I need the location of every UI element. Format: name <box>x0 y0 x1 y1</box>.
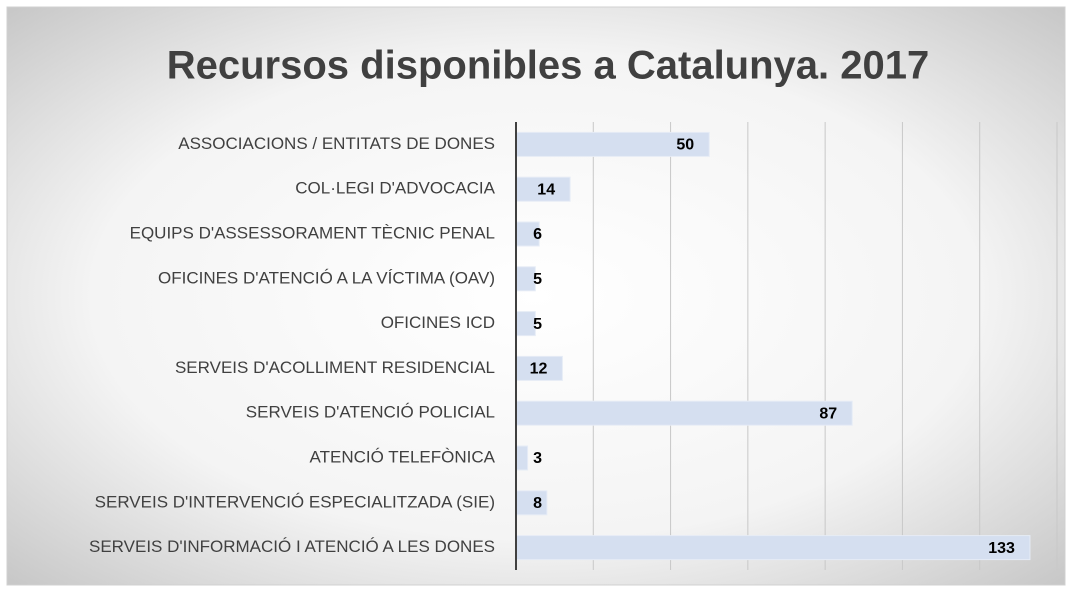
chart-title: Recursos disponibles a Catalunya. 2017 <box>167 44 930 88</box>
y-tick-label: ATENCIÓ TELEFÒNICA <box>310 447 496 466</box>
data-label: 5 <box>533 271 542 288</box>
data-label: 14 <box>537 181 555 198</box>
y-tick-label: SERVEIS D'ATENCIÓ POLICIAL <box>246 403 495 422</box>
data-label: 12 <box>530 361 548 378</box>
chart-background <box>6 6 1066 586</box>
bar <box>515 400 853 426</box>
y-tick-label: SERVEIS D'ACOLLIMENT RESIDENCIAL <box>175 358 495 377</box>
bar <box>515 535 1031 561</box>
y-tick-label: SERVEIS D'INFORMACIÓ I ATENCIÓ A LES DON… <box>89 537 495 556</box>
y-tick-label: ASSOCIACIONS / ENTITATS DE DONES <box>178 134 495 153</box>
bar <box>515 176 571 202</box>
bar <box>515 355 563 381</box>
data-label: 8 <box>533 495 542 512</box>
data-label: 6 <box>533 226 542 243</box>
bar <box>515 131 710 157</box>
y-tick-label: OFICINES ICD <box>381 313 495 332</box>
y-tick-label: OFICINES D'ATENCIÓ A LA VÍCTIMA (OAV) <box>158 268 495 287</box>
y-tick-label: COL·LEGI D'ADVOCACIA <box>295 179 495 198</box>
y-tick-label: EQUIPS D'ASSESSORAMENT TÈCNIC PENAL <box>130 223 495 242</box>
bar <box>515 445 529 471</box>
data-label: 133 <box>988 540 1015 557</box>
bar <box>515 490 548 516</box>
data-label: 87 <box>819 405 837 422</box>
data-label: 50 <box>676 137 694 154</box>
y-tick-label: SERVEIS D'INTERVENCIÓ ESPECIALITZADA (SI… <box>95 492 495 511</box>
data-label: 5 <box>533 316 542 333</box>
data-label: 3 <box>533 450 542 467</box>
